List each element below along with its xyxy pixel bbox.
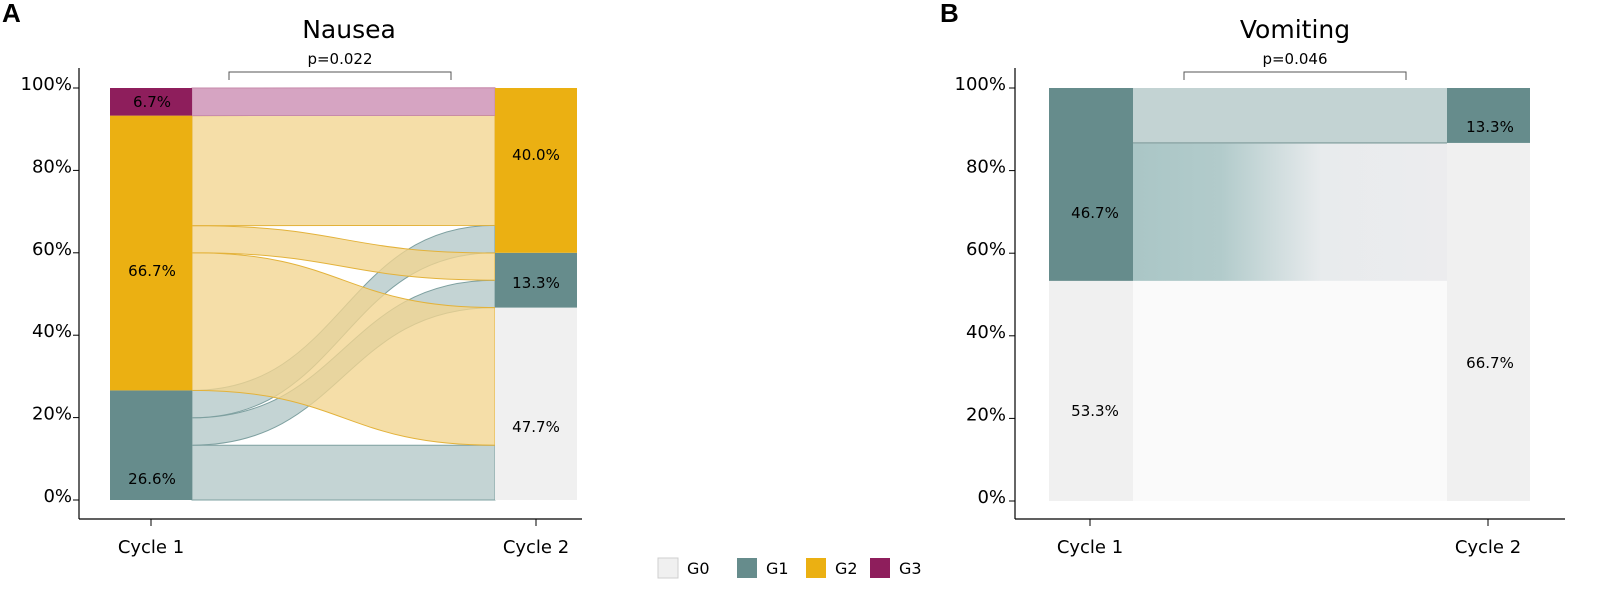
vomiting-cycle1-bar-g1 — [1049, 88, 1133, 281]
nausea-p-bracket — [228, 71, 452, 80]
y-tick-label: 80% — [966, 157, 1006, 178]
legend-swatch-g3 — [870, 558, 890, 578]
x-tick-label: Cycle 2 — [1455, 537, 1521, 558]
y-tick-label: 20% — [32, 404, 72, 425]
y-tick-label: 40% — [32, 321, 72, 342]
vomiting-p-bracket — [1183, 71, 1407, 80]
nausea-cycle1-bar-g2 — [110, 115, 192, 391]
vomiting-flow-g1-to-g0 — [1133, 142, 1447, 281]
y-tick-label: 0% — [43, 486, 72, 507]
vomiting-cycle2-label-g0: 66.7% — [1466, 354, 1514, 372]
nausea-y-ticks: 0% 20% 40% 60% 80% 100% — [21, 74, 79, 507]
vomiting-flow-g0-to-g0 — [1133, 280, 1447, 501]
nausea-p-value: p=0.022 — [307, 50, 372, 68]
nausea-segment-labels: 26.6% 66.7% 6.7% 47.7% 13.3% 40.0% — [128, 93, 560, 488]
vomiting-panel: B Vomiting 53.3% 46.7% 66.7% 13.3% 0% 20% 40%… — [940, 0, 1565, 558]
nausea-cycle1-label-g1: 26.6% — [128, 470, 176, 488]
vomiting-cycle1-label-g0: 53.3% — [1071, 402, 1119, 420]
x-tick-label: Cycle 1 — [1057, 537, 1123, 558]
legend-label-g3: G3 — [899, 559, 922, 578]
nausea-cycle2-label-g0: 47.7% — [512, 418, 560, 436]
panel-letter-a: A — [2, 0, 21, 28]
vomiting-cycle2-label-g1: 13.3% — [1466, 118, 1514, 136]
vomiting-y-ticks: 0% 20% 40% 60% 80% 100% — [955, 74, 1015, 508]
y-tick-label: 100% — [21, 74, 72, 95]
y-tick-label: 20% — [966, 404, 1006, 425]
legend-swatch-g2 — [806, 558, 826, 578]
nausea-cycle1-bar-g3 — [110, 88, 192, 116]
x-tick-label: Cycle 1 — [118, 537, 184, 558]
vomiting-title: Vomiting — [1240, 15, 1350, 44]
nausea-panel: A Nausea 26.6% 66.7% 6.7% 47.7% 13.3% 40.0% 0… — [2, 0, 582, 558]
nausea-cycle2-bar-g1 — [495, 252, 577, 308]
nausea-title: Nausea — [302, 15, 396, 44]
y-tick-label: 60% — [966, 239, 1006, 260]
vomiting-bars — [1049, 88, 1530, 501]
vomiting-x-ticks: Cycle 1 Cycle 2 — [1057, 519, 1521, 558]
legend-label-g1: G1 — [766, 559, 789, 578]
legend-swatch-g1 — [737, 558, 757, 578]
vomiting-cycle1-bar-g0 — [1049, 280, 1133, 501]
y-tick-label: 40% — [966, 322, 1006, 343]
nausea-cycle1-bar-g1 — [110, 390, 192, 500]
y-tick-label: 100% — [955, 74, 1006, 95]
vomiting-cycle2-bar-g1 — [1447, 88, 1530, 143]
nausea-flow-g1-to-g0 — [191, 444, 496, 501]
nausea-cycle2-bar-g2 — [495, 88, 577, 253]
legend-swatch-g0 — [657, 557, 679, 579]
vomiting-cycle1-label-g1: 46.7% — [1071, 204, 1119, 222]
nausea-flow-g2-to-g2 — [191, 114, 496, 227]
legend: G0 G1 G2 G3 — [657, 557, 922, 579]
nausea-x-ticks: Cycle 1 Cycle 2 — [118, 519, 569, 558]
y-tick-label: 0% — [977, 487, 1006, 508]
nausea-cycle2-bar-g0 — [495, 307, 577, 500]
vomiting-cycle2-bar-g0 — [1447, 142, 1530, 501]
vomiting-p-value: p=0.046 — [1262, 50, 1327, 68]
legend-label-g0: G0 — [687, 559, 710, 578]
nausea-cycle1-label-g3: 6.7% — [133, 93, 171, 111]
y-tick-label: 80% — [32, 156, 72, 177]
nausea-flow-g3-to-g2 — [191, 87, 496, 117]
nausea-flows — [191, 87, 496, 501]
nausea-cycle2-label-g1: 13.3% — [512, 274, 560, 292]
nausea-cycle2-label-g2: 40.0% — [512, 146, 560, 164]
nausea-cycle1-label-g2: 66.7% — [128, 262, 176, 280]
y-tick-label: 60% — [32, 239, 72, 260]
legend-label-g2: G2 — [835, 559, 858, 578]
vomiting-flows — [1133, 88, 1447, 501]
x-tick-label: Cycle 2 — [503, 537, 569, 558]
vomiting-segment-labels: 53.3% 46.7% 66.7% 13.3% — [1071, 118, 1514, 420]
vomiting-flow-g1-to-g1 — [1133, 88, 1447, 143]
nausea-bars — [110, 88, 577, 500]
panel-letter-b: B — [940, 0, 959, 28]
